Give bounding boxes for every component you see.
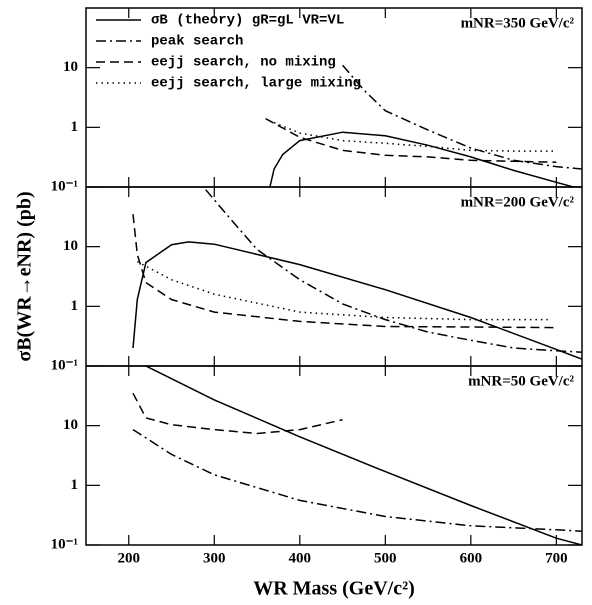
data-line	[132, 214, 557, 329]
data-line	[269, 131, 574, 187]
y-tick-label: 10⁻¹	[51, 536, 78, 552]
data-line	[132, 241, 582, 360]
legend-label: eejj search, no mixing	[151, 55, 336, 71]
panel-frame	[85, 186, 583, 367]
y-tick-label: 10⁻¹	[51, 357, 78, 373]
data-line	[136, 261, 548, 321]
data-line	[342, 64, 582, 170]
data-line	[132, 428, 582, 532]
x-tick-label: 400	[289, 550, 312, 566]
x-axis-label: WR Mass (GeV/c²)	[253, 578, 415, 600]
y-tick-label: 1	[71, 477, 79, 493]
y-tick-label: 1	[71, 119, 79, 135]
x-tick-label: 600	[460, 550, 483, 566]
x-tick-label: 500	[374, 550, 397, 566]
y-axis-label: σB(WR→eNR) (pb)	[14, 191, 36, 361]
data-line	[265, 117, 557, 163]
y-tick-label: 10	[63, 59, 78, 75]
x-tick-label: 200	[118, 550, 141, 566]
x-tick-label: 700	[545, 550, 568, 566]
legend-label: eejj search, large mixing	[151, 76, 361, 92]
data-line	[132, 392, 343, 435]
data-line	[145, 366, 582, 545]
x-tick-label: 300	[203, 550, 226, 566]
annotation: mNR=50 GeV/c²	[468, 373, 574, 389]
y-tick-label: 10	[63, 238, 78, 254]
legend-label: peak search	[151, 34, 243, 50]
y-tick-label: 10⁻¹	[51, 178, 78, 194]
annotation: mNR=350 GeV/c²	[461, 15, 575, 31]
y-tick-label: 1	[71, 298, 79, 314]
panel-frame	[85, 365, 583, 546]
annotation: mNR=200 GeV/c²	[461, 194, 575, 210]
y-tick-label: 10	[63, 417, 78, 433]
legend-label: σB (theory) gR=gL VR=VL	[151, 13, 344, 29]
data-line	[205, 189, 582, 353]
